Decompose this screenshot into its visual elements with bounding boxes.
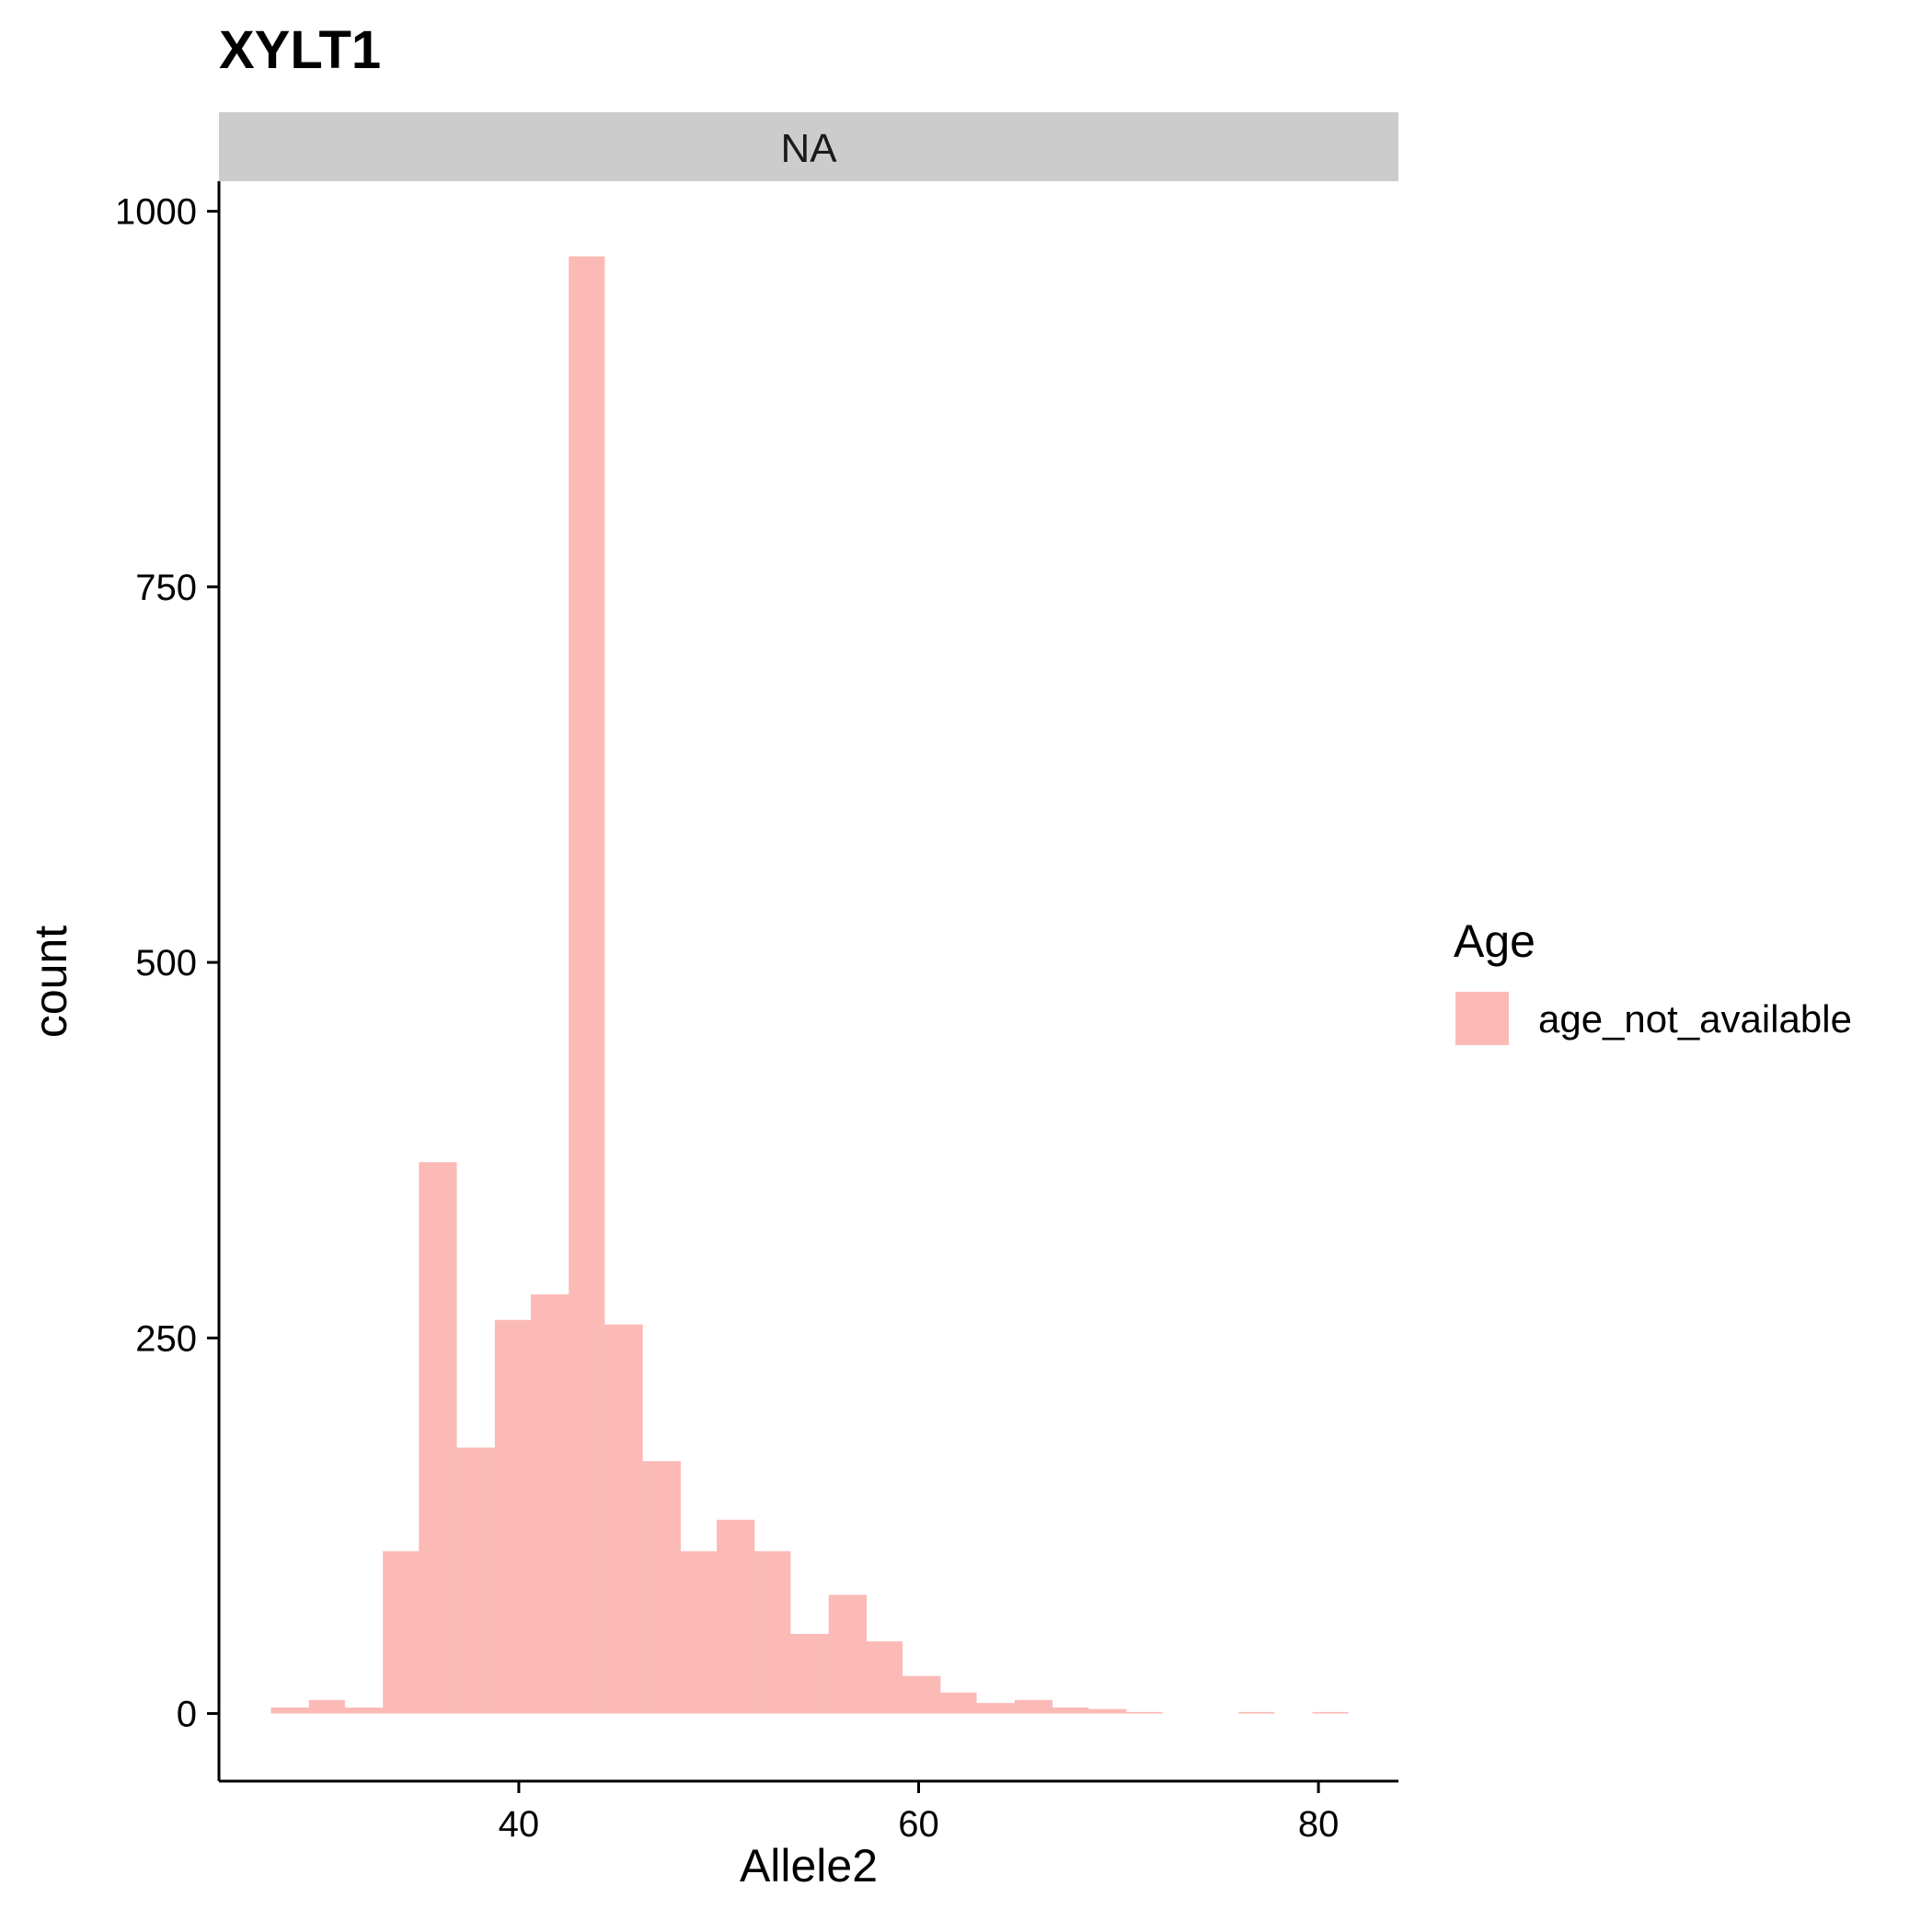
histogram-bar-20 bbox=[1014, 1699, 1053, 1714]
histogram-bar-22 bbox=[1088, 1708, 1127, 1714]
histogram-bar-1 bbox=[308, 1699, 345, 1714]
legend-label-age-not-available: age_not_available bbox=[1538, 997, 1852, 1041]
histogram-bar-3 bbox=[383, 1551, 420, 1714]
legend-key-age-not-available bbox=[1455, 992, 1509, 1045]
x-tick-label-80: 80 bbox=[1298, 1804, 1340, 1845]
histogram-bar-21 bbox=[1052, 1707, 1089, 1714]
x-tick-label-40: 40 bbox=[499, 1804, 540, 1845]
histogram-bar-8 bbox=[569, 256, 605, 1714]
y-axis-title: count bbox=[25, 926, 76, 1038]
facet-strip-label: NA bbox=[780, 126, 837, 171]
x-axis-ticks: 40 60 80 bbox=[499, 1781, 1340, 1845]
y-tick-label-750: 750 bbox=[135, 568, 197, 608]
histogram-bars bbox=[270, 256, 1349, 1714]
x-tick-label-60: 60 bbox=[898, 1804, 939, 1845]
histogram-bar-14 bbox=[790, 1633, 829, 1714]
histogram-bar-2 bbox=[344, 1707, 384, 1714]
histogram-bar-19 bbox=[976, 1703, 1015, 1714]
histogram-bar-11 bbox=[680, 1551, 718, 1714]
histogram-bar-7 bbox=[530, 1294, 569, 1714]
histogram-bar-13 bbox=[754, 1551, 791, 1714]
histogram-bar-12 bbox=[717, 1519, 755, 1714]
legend: Age age_not_available bbox=[1454, 915, 1852, 1045]
y-tick-label-500: 500 bbox=[135, 943, 197, 983]
facet-strip bbox=[219, 112, 1398, 181]
histogram-bar-5 bbox=[456, 1447, 495, 1714]
histogram-bar-9 bbox=[604, 1324, 643, 1714]
histogram-bar-18 bbox=[940, 1692, 977, 1714]
histogram-bar-23 bbox=[1126, 1711, 1163, 1714]
histogram-bar-26 bbox=[1238, 1711, 1275, 1714]
histogram-bar-15 bbox=[828, 1594, 868, 1714]
histogram-bar-4 bbox=[419, 1162, 457, 1714]
histogram-bar-10 bbox=[642, 1461, 681, 1714]
y-tick-label-0: 0 bbox=[177, 1695, 197, 1735]
histogram-bar-28 bbox=[1312, 1711, 1349, 1714]
histogram-bar-17 bbox=[903, 1675, 941, 1714]
chart-title: XYLT1 bbox=[219, 20, 381, 80]
histogram-bar-16 bbox=[867, 1641, 903, 1714]
y-tick-label-250: 250 bbox=[135, 1318, 197, 1359]
histogram-bar-6 bbox=[494, 1319, 531, 1714]
y-tick-label-1000: 1000 bbox=[115, 192, 197, 233]
x-axis-title: Allele2 bbox=[740, 1840, 878, 1892]
y-axis-ticks: 0 250 500 750 1000 bbox=[115, 192, 219, 1735]
legend-title: Age bbox=[1454, 915, 1535, 967]
histogram-bar-0 bbox=[270, 1707, 309, 1714]
